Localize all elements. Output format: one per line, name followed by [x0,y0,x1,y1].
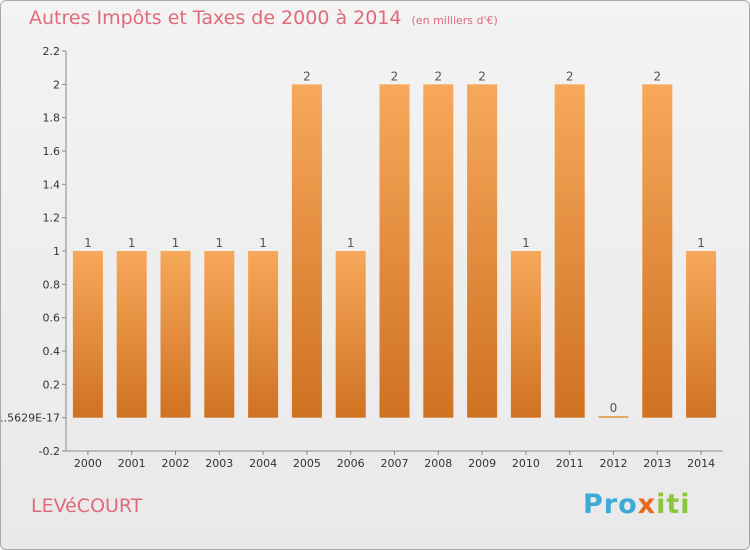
bar [379,84,410,418]
x-tick-label: 2000 [74,457,102,470]
bar [554,84,585,418]
bar [423,84,454,418]
bar-value-label: 2 [566,69,574,83]
x-tick-label: 2004 [249,457,277,470]
x-tick-label: 2005 [293,457,321,470]
x-tick-label: 2012 [600,457,628,470]
proxiti-logo: Proxiti [583,489,691,520]
bar [598,416,629,418]
y-tick-label: 0.2 [43,378,61,391]
x-tick-label: 2014 [687,457,715,470]
bar [291,84,322,418]
bar [642,84,673,418]
bar-value-label: 1 [128,236,136,250]
bar-value-label: 1 [347,236,355,250]
y-tick-label: 1.8 [43,112,61,125]
y-tick-label: 1.2 [43,212,61,225]
x-tick-label: 2013 [643,457,671,470]
x-tick-label: 2002 [162,457,190,470]
y-tick-label: 1.4 [43,178,61,191]
y-tick-label: -1.5629E-17 [1,412,60,425]
bar [686,251,717,418]
bar-value-label: 2 [653,69,661,83]
y-tick-label: 0.8 [43,278,61,291]
bar-value-label: 1 [522,236,530,250]
commune-name: LEVéCOURT [31,495,143,517]
bar [335,251,366,418]
chart-unit: (en milliers d'€) [411,14,498,27]
chart-title-text: Autres Impôts et Taxes de 2000 à 2014 [29,7,402,29]
logo-part-3: iti [656,489,691,520]
bar-value-label: 1 [215,236,223,250]
bar-value-label: 1 [84,236,92,250]
bar [116,251,147,418]
bar-value-label: 2 [434,69,442,83]
bar-value-label: 0 [610,401,618,415]
bar [467,84,498,418]
y-tick-label: 0.6 [43,312,61,325]
bar-value-label: 1 [172,236,180,250]
x-tick-label: 2010 [512,457,540,470]
chart-title: Autres Impôts et Taxes de 2000 à 2014 (e… [29,7,498,29]
bar [72,251,103,418]
y-tick-label: 1.6 [43,145,61,158]
logo-part-1: Pro [583,489,638,520]
bar [160,251,191,418]
x-tick-label: 2008 [424,457,452,470]
y-tick-label: 2 [53,78,60,91]
bar-value-label: 2 [478,69,486,83]
bar [248,251,279,418]
bar-value-label: 2 [303,69,311,83]
y-tick-label: 1 [53,245,60,258]
x-tick-label: 2001 [118,457,146,470]
x-tick-label: 2011 [556,457,584,470]
bar [204,251,235,418]
bar [510,251,541,418]
y-tick-label: -0.2 [39,445,60,458]
bar-value-label: 2 [391,69,399,83]
x-tick-label: 2006 [337,457,365,470]
bar-value-label: 1 [259,236,267,250]
y-tick-label: 2.2 [43,45,61,58]
x-tick-label: 2009 [468,457,496,470]
logo-part-2: x [637,489,657,520]
bar-value-label: 1 [697,236,705,250]
x-tick-label: 2007 [381,457,409,470]
y-tick-label: 0.4 [43,345,61,358]
x-tick-label: 2003 [205,457,233,470]
